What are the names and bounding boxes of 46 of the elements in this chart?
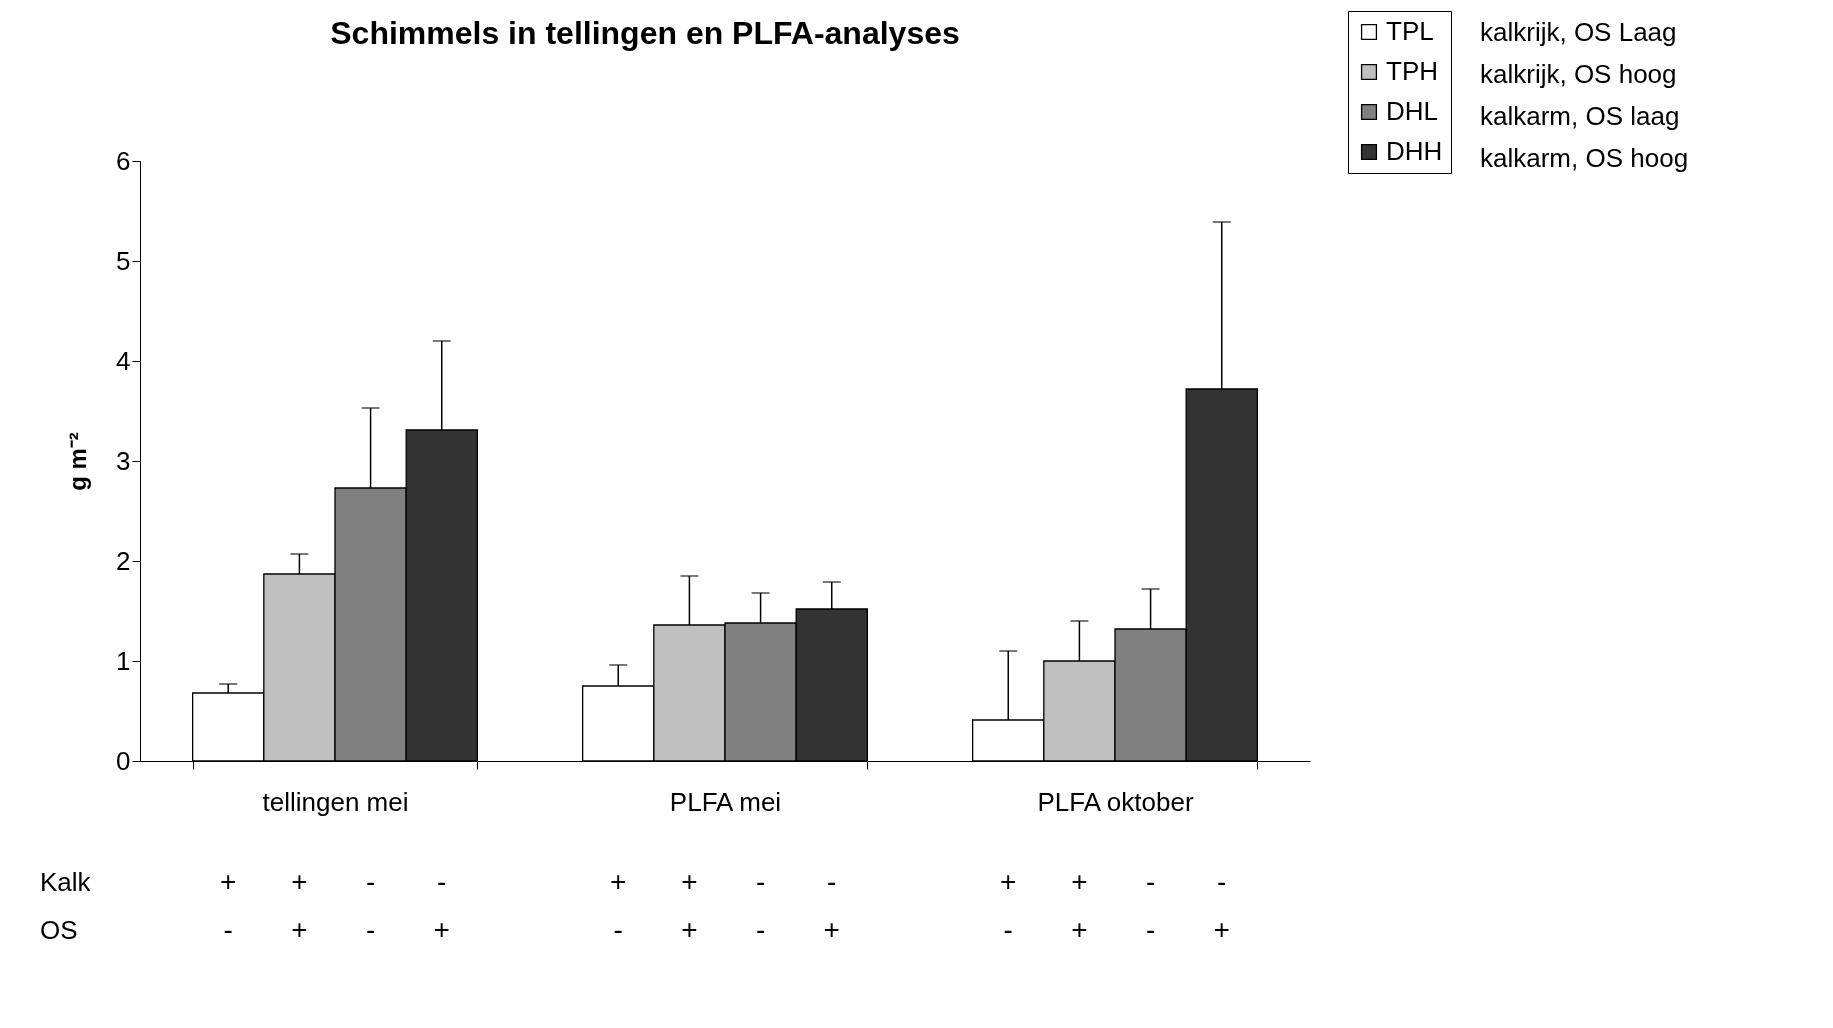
legend-label: TPL: [1386, 16, 1434, 46]
legend-label: DHL: [1386, 96, 1439, 126]
text: +: [1071, 914, 1088, 945]
text: -: [223, 914, 233, 945]
text: -: [755, 914, 766, 945]
x-tick-label: tellingen mei: [262, 786, 409, 817]
text: OS: [40, 915, 78, 945]
y-tick-label: 3: [116, 445, 131, 476]
y-tick-label: 5: [116, 245, 131, 276]
y-tick-label: 6: [116, 145, 131, 176]
text: -: [1145, 914, 1156, 945]
legend-label: TPH: [1386, 56, 1438, 86]
text: +: [610, 866, 627, 897]
y-tick-label: 1: [116, 645, 131, 676]
text: +: [823, 914, 840, 945]
text: -: [365, 914, 376, 945]
text: +: [681, 914, 698, 945]
y-tick-label: 4: [116, 345, 131, 376]
text: +: [220, 866, 237, 897]
text: -: [827, 866, 837, 897]
text: kalkrijk, OS hoog: [1480, 59, 1677, 89]
x-tick-label: PLFA mei: [669, 786, 782, 817]
text: +: [1071, 866, 1088, 897]
text: kalkarm, OS laag: [1480, 101, 1680, 131]
text: +: [1213, 914, 1230, 945]
text: -: [1145, 866, 1156, 897]
chart-title: Schimmels in tellingen en PLFA-analyses: [330, 14, 960, 51]
text: +: [291, 866, 308, 897]
text: -: [1003, 914, 1013, 945]
text: +: [1000, 866, 1017, 897]
text: +: [433, 914, 450, 945]
text: -: [755, 866, 766, 897]
text: kalkrijk, OS Laag: [1480, 17, 1677, 47]
y-tick-label: 2: [116, 545, 131, 576]
text: +: [291, 914, 308, 945]
legend-label: DHH: [1386, 136, 1443, 166]
y-axis-title: g m⁻²: [64, 432, 92, 491]
y-tick-label: 0: [116, 745, 131, 776]
x-tick-label: PLFA oktober: [1037, 786, 1194, 817]
text: +: [681, 866, 698, 897]
text: -: [613, 914, 623, 945]
text: -: [437, 866, 447, 897]
text: Kalk: [40, 867, 92, 897]
text: kalkarm, OS hoog: [1480, 143, 1689, 173]
text: -: [1217, 866, 1227, 897]
text: -: [365, 866, 376, 897]
